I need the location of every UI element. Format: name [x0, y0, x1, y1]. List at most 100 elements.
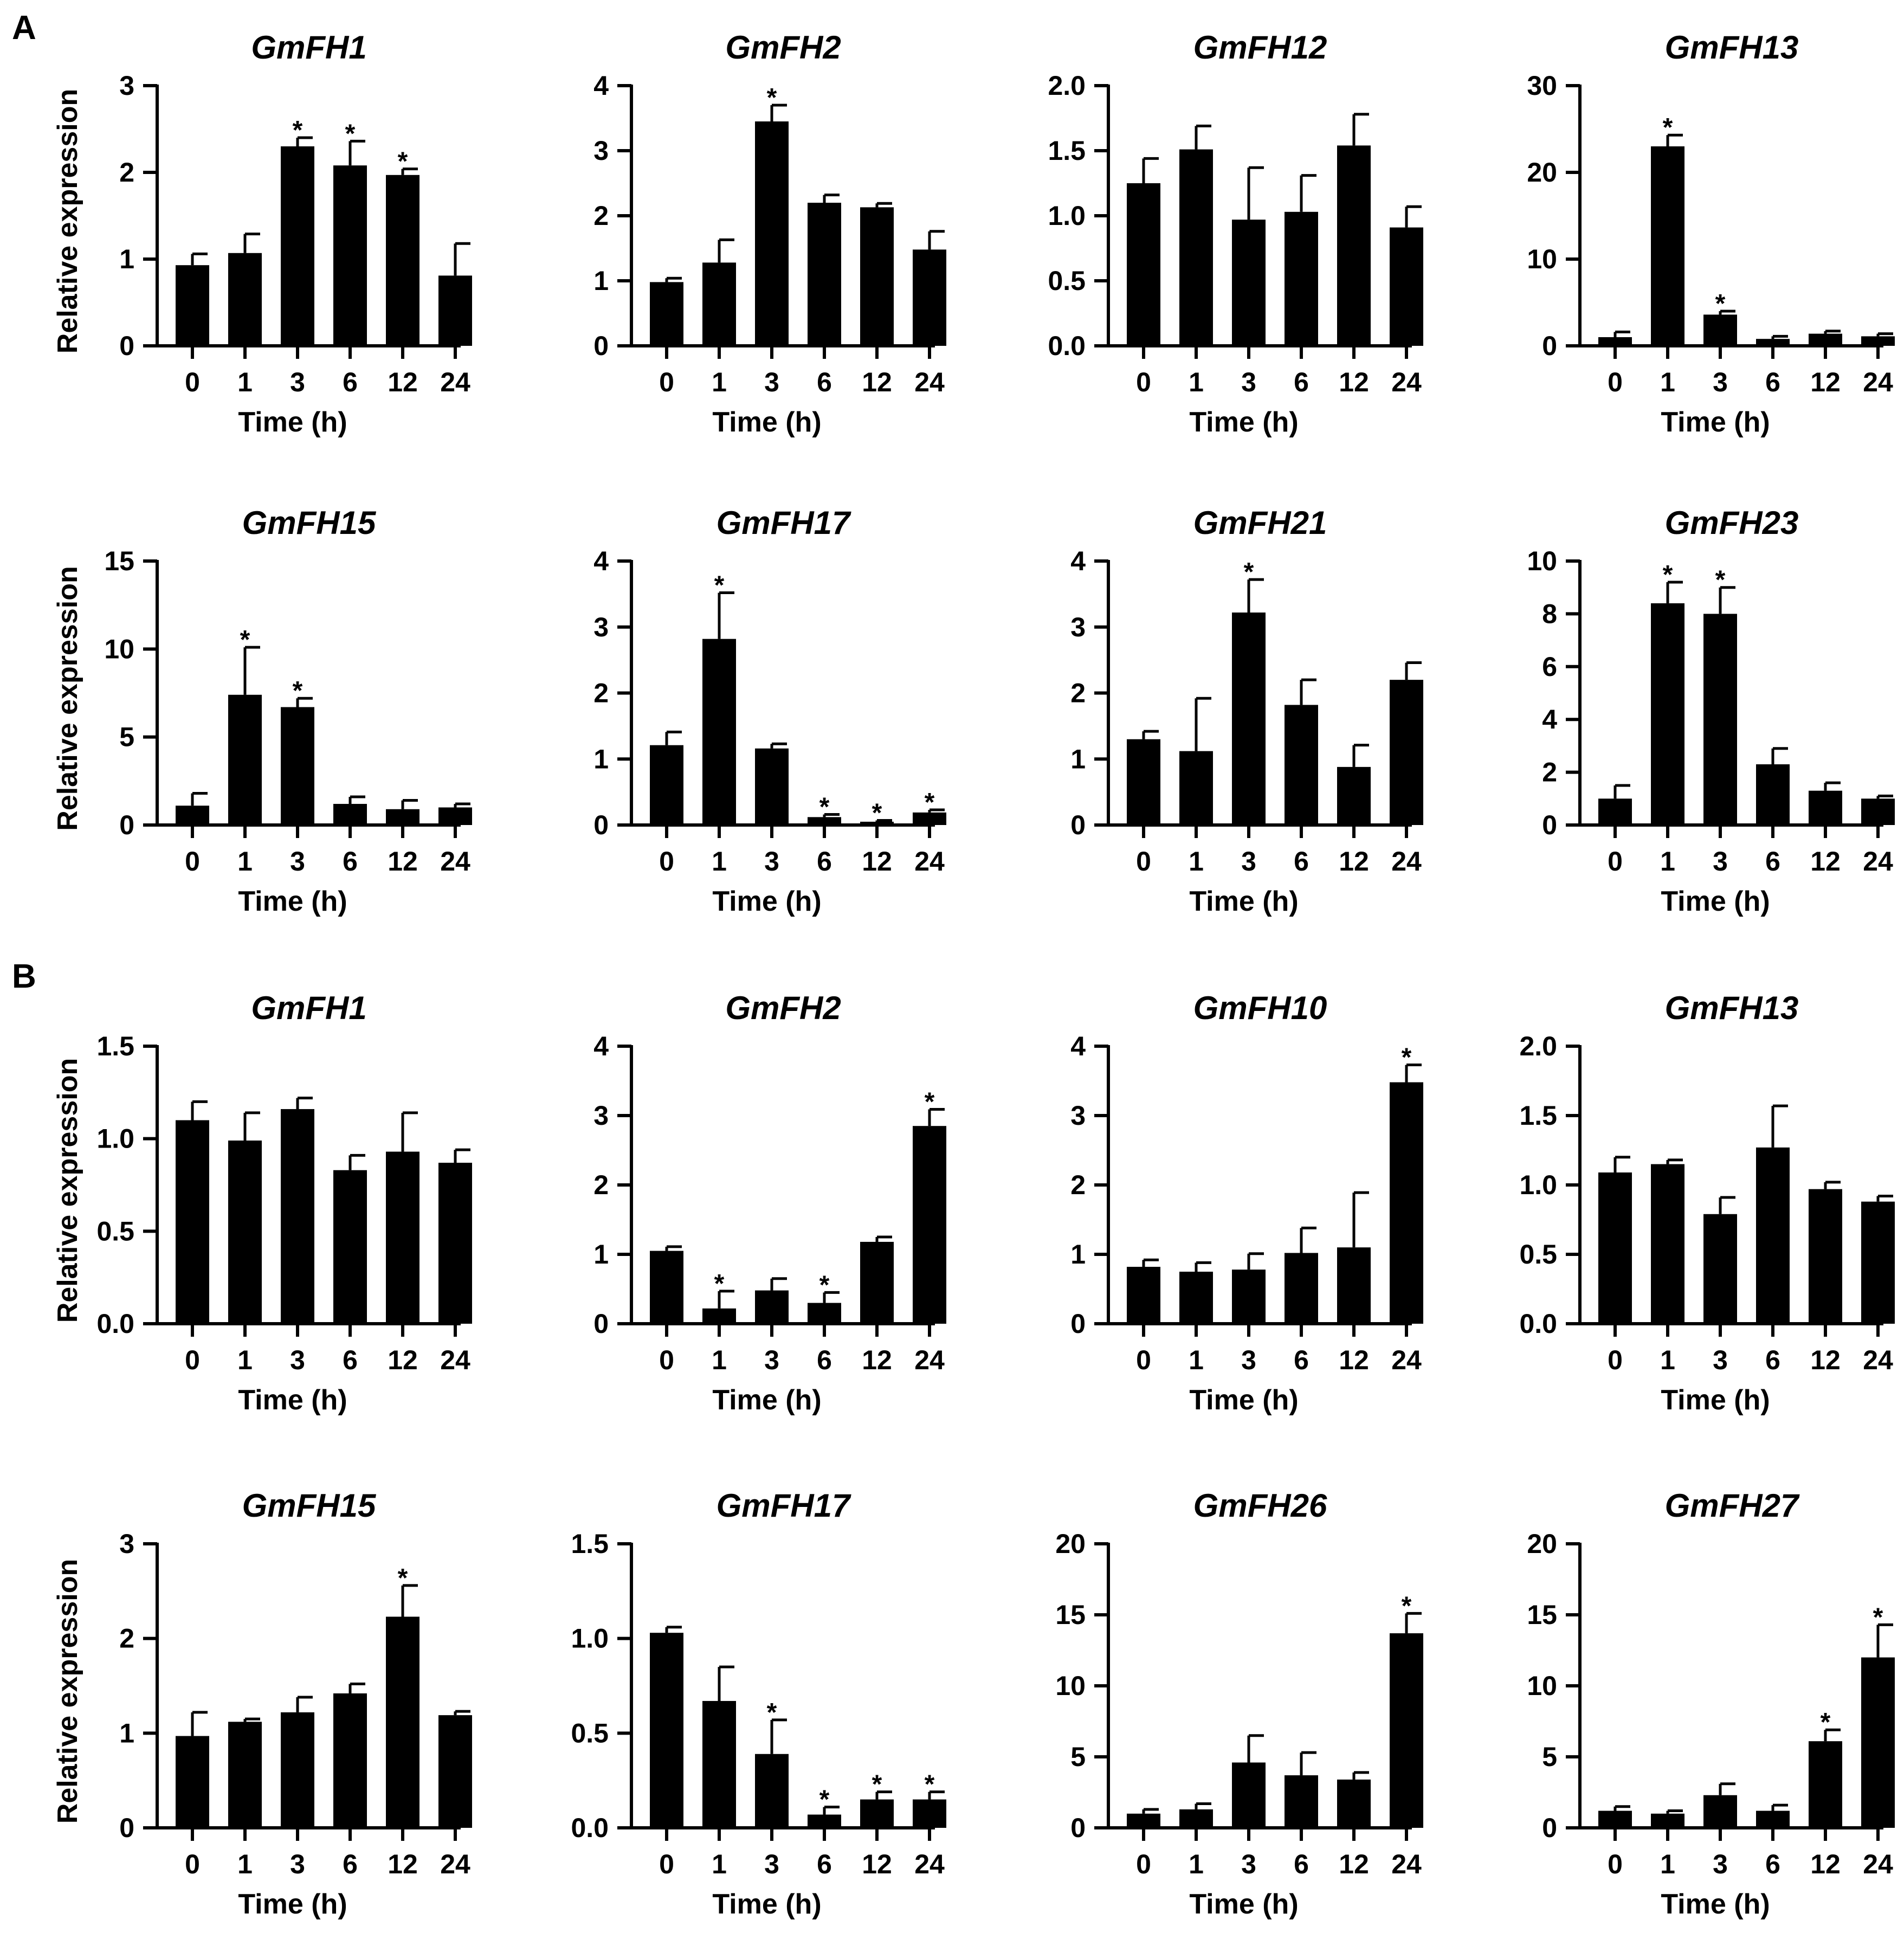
chart-a-gmfh23-x-tick-label: 6	[1765, 846, 1780, 877]
chart-a-gmfh13-title: GmFH13	[1665, 29, 1799, 66]
chart-b-gmfh2-y-tick-label: 4	[593, 1031, 609, 1061]
chart-b-gmfh27-y-tick-label: 20	[1527, 1529, 1557, 1559]
chart-b-gmfh13-bar-1	[1651, 1164, 1684, 1324]
chart-b-gmfh2-x-tick-label: 12	[862, 1345, 892, 1375]
chart-b-gmfh1-bar-1	[228, 1141, 262, 1324]
chart-b-gmfh1-x-tick-label: 1	[237, 1345, 253, 1375]
chart-b-gmfh26-bar-3	[1232, 1762, 1266, 1828]
chart-b-gmfh15-bar-0	[176, 1736, 209, 1828]
chart-a-gmfh23-bar-12	[1809, 790, 1842, 825]
chart-a-gmfh21-bar-6	[1285, 705, 1318, 825]
chart-b-gmfh1-x-tick-label: 0	[185, 1345, 200, 1375]
chart-a-gmfh17-x-tick-label: 6	[817, 846, 832, 877]
chart-b-gmfh1-bar-3	[281, 1109, 314, 1324]
chart-a-gmfh1-title: GmFH1	[251, 29, 366, 66]
chart-b-gmfh17-x-tick-label: 3	[764, 1849, 779, 1879]
chart-a-gmfh23-x-tick-label: 0	[1608, 846, 1623, 877]
chart-a-gmfh17-bar-24	[913, 812, 946, 825]
chart-a-gmfh23-y-tick-label: 10	[1527, 546, 1557, 576]
chart-a-gmfh13-y-tick-label: 0	[1542, 331, 1557, 361]
chart-a-gmfh15-y-tick-label: 5	[119, 722, 134, 752]
chart-a-gmfh23-y-tick-label: 8	[1542, 598, 1557, 629]
chart-b-gmfh13-x-tick-label: 0	[1608, 1345, 1623, 1375]
chart-b-gmfh10-significance-marker: *	[1402, 1043, 1412, 1072]
chart-b-gmfh10-x-tick-label: 6	[1294, 1345, 1309, 1375]
chart-a-gmfh17-bar-6	[808, 817, 841, 825]
chart-b-gmfh17-significance-marker: *	[925, 1770, 935, 1799]
chart-b-gmfh26-x-tick-label: 24	[1391, 1849, 1422, 1879]
chart-b-gmfh10-bar-1	[1179, 1272, 1213, 1324]
chart-b-gmfh2-significance-marker: *	[819, 1271, 830, 1299]
chart-b-gmfh10-x-tick-label: 24	[1391, 1345, 1422, 1375]
chart-b-gmfh17: GmFH17 0.0 0.5 1.0 1.5 0 1 3 * 6 * 12 * 24 * Time (h)	[571, 1487, 946, 1920]
chart-a-gmfh17-significance-marker: *	[925, 788, 935, 817]
chart-b-gmfh17-y-tick-label: 0.0	[571, 1813, 609, 1843]
chart-b-gmfh2-bar-24	[913, 1126, 946, 1324]
chart-b-gmfh15-x-tick-label: 1	[237, 1849, 253, 1879]
chart-b-gmfh17-y-tick-label: 1.5	[571, 1529, 609, 1559]
chart-a-gmfh12-x-label: Time (h)	[1189, 407, 1298, 438]
chart-a-gmfh21-title: GmFH21	[1193, 505, 1327, 541]
chart-a-gmfh13-x-tick-label: 6	[1765, 367, 1780, 397]
chart-b-gmfh17-title: GmFH17	[717, 1487, 851, 1524]
chart-a-gmfh17-x-label: Time (h)	[712, 886, 821, 917]
chart-a-gmfh12-x-tick-label: 24	[1391, 367, 1422, 397]
chart-a-gmfh21-x-label: Time (h)	[1189, 886, 1298, 917]
chart-a-gmfh1-y-tick-label: 2	[119, 157, 134, 188]
chart-a-gmfh15-bar-24	[438, 807, 472, 825]
chart-b-gmfh26-y-tick-label: 5	[1070, 1742, 1086, 1772]
chart-b-gmfh17-bar-3	[755, 1754, 789, 1828]
chart-a-gmfh17-title: GmFH17	[717, 505, 851, 541]
chart-b-gmfh26-bar-12	[1337, 1779, 1371, 1828]
chart-b-gmfh1-y-tick-label: 1.5	[96, 1031, 134, 1061]
chart-b-gmfh15-bar-6	[333, 1693, 367, 1828]
chart-a-gmfh23-bar-6	[1756, 764, 1790, 825]
chart-b-gmfh1-y-tick-label: 0.5	[96, 1216, 134, 1246]
chart-b-gmfh10-x-label: Time (h)	[1189, 1384, 1298, 1416]
chart-b-gmfh26-y-tick-label: 20	[1055, 1529, 1086, 1559]
chart-a-gmfh1-y-tick-label: 1	[119, 244, 134, 274]
chart-b-gmfh27-x-tick-label: 3	[1713, 1849, 1728, 1879]
chart-a-gmfh12: GmFH12 0.0 0.5 1.0 1.5 2.0 0 1 3 6 12 24 Time (h)	[1048, 29, 1423, 438]
chart-a-gmfh23-x-tick-label: 3	[1713, 846, 1728, 877]
chart-b-gmfh13-bar-6	[1756, 1147, 1790, 1324]
chart-b-gmfh2-x-tick-label: 3	[764, 1345, 779, 1375]
chart-a-gmfh2-bar-6	[808, 203, 841, 346]
chart-b-gmfh10-title: GmFH10	[1193, 990, 1327, 1026]
chart-b-gmfh1-bar-6	[333, 1170, 367, 1324]
chart-a-gmfh12-x-tick-label: 1	[1189, 367, 1204, 397]
chart-a-gmfh15-y-tick-label: 15	[104, 546, 134, 576]
chart-a-gmfh15-bar-6	[333, 804, 367, 825]
chart-b-gmfh10-x-tick-label: 0	[1136, 1345, 1151, 1375]
chart-a-gmfh21-x-tick-label: 24	[1391, 846, 1422, 877]
chart-a-gmfh1-x-tick-label: 24	[440, 367, 470, 397]
chart-b-gmfh10-x-tick-label: 3	[1241, 1345, 1256, 1375]
chart-a-gmfh17-y-tick-label: 3	[593, 612, 609, 642]
chart-a-gmfh12-x-tick-label: 3	[1241, 367, 1256, 397]
chart-a-gmfh17-bar-12	[860, 821, 894, 825]
chart-a-gmfh12-x-tick-label: 6	[1294, 367, 1309, 397]
chart-a-gmfh13-x-tick-label: 0	[1608, 367, 1623, 397]
chart-b-gmfh2-significance-marker: *	[925, 1087, 935, 1116]
chart-b-gmfh27-y-tick-label: 15	[1527, 1600, 1557, 1630]
chart-a-gmfh13-bar-1	[1651, 146, 1684, 346]
chart-b-gmfh17-significance-marker: *	[767, 1698, 777, 1727]
chart-b-gmfh13-bar-12	[1809, 1189, 1842, 1324]
chart-a-gmfh15-x-tick-label: 24	[440, 846, 470, 877]
chart-b-gmfh27-bar-6	[1756, 1810, 1790, 1828]
chart-a-gmfh15-bar-0	[176, 806, 209, 825]
chart-b-gmfh17-bar-0	[650, 1633, 683, 1828]
chart-b-gmfh15-y-tick-label: 2	[119, 1623, 134, 1654]
chart-a-gmfh1-bar-0	[176, 265, 209, 346]
chart-b-gmfh1-x-tick-label: 3	[290, 1345, 305, 1375]
chart-b-gmfh15-x-tick-label: 6	[343, 1849, 358, 1879]
chart-a-gmfh1-significance-marker: *	[293, 116, 303, 145]
chart-b-gmfh2-bar-0	[650, 1251, 683, 1324]
chart-b-gmfh13-x-tick-label: 24	[1863, 1345, 1893, 1375]
chart-a-gmfh21-bar-3	[1232, 612, 1266, 825]
chart-a-gmfh1-x-label: Time (h)	[238, 407, 347, 438]
